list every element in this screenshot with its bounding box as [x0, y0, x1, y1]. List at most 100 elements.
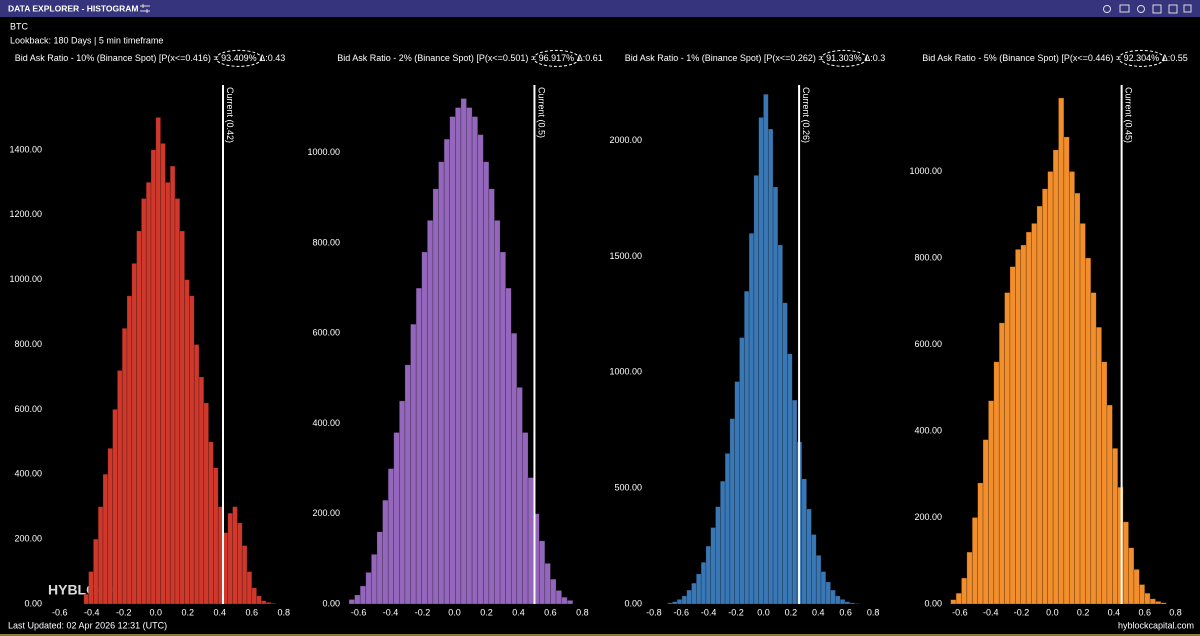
bar — [686, 589, 692, 605]
bar — [466, 107, 473, 605]
probability: 92.304% — [1124, 53, 1160, 63]
bar — [767, 128, 774, 605]
bar — [1031, 223, 1038, 605]
refresh-icon[interactable] — [1103, 5, 1111, 13]
y-tick-label: 800.00 — [312, 237, 340, 247]
bar — [189, 295, 195, 605]
y-tick-label: 0.00 — [24, 598, 42, 608]
y-tick-label: 1000.00 — [909, 166, 942, 176]
bar — [443, 138, 451, 605]
bar — [237, 522, 243, 605]
x-tick-label: 0.8 — [278, 607, 291, 617]
bar — [155, 117, 161, 605]
bar — [729, 418, 735, 605]
x-tick-label: 0.2 — [182, 607, 195, 617]
chart-title: Bid Ask Ratio - 2% (Binance Spot) [P(x<=… — [337, 53, 602, 63]
title-text: Bid Ask Ratio - 10% (Binance Spot) [P(x<… — [15, 53, 219, 63]
expand-icon[interactable] — [1183, 4, 1192, 13]
settings-icon[interactable] — [140, 4, 150, 13]
bar — [438, 161, 445, 605]
x-tick-label: 0.0 — [1046, 607, 1059, 617]
bar — [555, 590, 562, 605]
bar — [232, 506, 238, 605]
delta: Δ:0.61 — [577, 53, 603, 63]
x-tick-label: -0.4 — [983, 607, 999, 617]
camera-icon[interactable] — [1119, 4, 1130, 13]
bar — [839, 599, 846, 605]
bar — [107, 447, 113, 605]
y-tick-label: 200.00 — [914, 512, 942, 522]
bar — [160, 143, 166, 605]
probability-highlight — [215, 49, 263, 67]
bar — [1079, 223, 1086, 605]
current-label: Current (0.42) — [225, 87, 235, 143]
save-icon[interactable] — [1152, 4, 1162, 14]
bar — [758, 117, 764, 605]
bar — [1025, 231, 1032, 605]
export-icon[interactable] — [1168, 4, 1178, 14]
bar — [667, 602, 673, 605]
bar — [1160, 602, 1167, 605]
chart-title: Bid Ask Ratio - 5% (Binance Spot) [P(x<=… — [922, 53, 1187, 63]
bar — [1052, 149, 1059, 605]
bar — [763, 93, 769, 605]
x-tick-label: 0.0 — [757, 607, 770, 617]
bar — [806, 508, 812, 605]
probability-highlight — [533, 49, 580, 67]
x-tick-label: 0.2 — [480, 607, 493, 617]
bar — [213, 467, 219, 605]
bar — [410, 323, 417, 605]
bar — [404, 364, 411, 605]
toolbar-icons[interactable] — [140, 4, 1192, 14]
bar — [83, 593, 89, 605]
bar — [772, 186, 779, 605]
bar — [1112, 447, 1119, 605]
bar — [820, 571, 827, 605]
x-tick-label: -0.6 — [673, 607, 689, 617]
bar — [1009, 266, 1016, 605]
y-tick-label: 1400.00 — [9, 144, 42, 154]
bar — [739, 337, 745, 605]
bar — [753, 175, 759, 605]
chart-title: Bid Ask Ratio - 1% (Binance Spot) [P(x<=… — [625, 53, 885, 63]
bar — [516, 387, 523, 605]
gear-icon[interactable] — [1137, 5, 1145, 13]
y-tick-label: 0.00 — [322, 598, 340, 608]
bar — [387, 468, 395, 605]
bar — [950, 599, 957, 605]
x-tick-label: -0.6 — [52, 607, 68, 617]
bar — [121, 327, 128, 605]
bar — [696, 573, 702, 605]
bar — [348, 599, 355, 605]
current-label: Current (0.5) — [536, 87, 546, 138]
asset: BTC — [10, 21, 29, 31]
bar — [261, 600, 267, 605]
bar — [1020, 244, 1027, 605]
bar — [982, 439, 989, 605]
x-tick-label: 0.6 — [246, 607, 259, 617]
window-title: DATA EXPLORER - HISTOGRAM — [8, 3, 139, 13]
bar — [748, 232, 755, 605]
bar — [482, 161, 490, 605]
bar — [1122, 521, 1129, 605]
y-tick-label: 0.00 — [624, 598, 642, 608]
bar — [844, 601, 851, 605]
bar — [1074, 192, 1081, 605]
bar — [371, 554, 378, 605]
bar — [145, 182, 152, 605]
bar — [1095, 326, 1102, 605]
bar — [382, 499, 389, 605]
bar — [1058, 97, 1065, 605]
probability: 96.917% — [539, 53, 575, 63]
x-tick-label: -0.6 — [952, 607, 968, 617]
bar — [977, 482, 984, 605]
x-tick-label: 0.8 — [576, 607, 589, 617]
bar — [460, 98, 467, 605]
bar — [208, 441, 214, 605]
title-text: Bid Ask Ratio - 2% (Binance Spot) [P(x<=… — [337, 53, 536, 63]
bar — [1144, 592, 1151, 605]
bar — [174, 198, 181, 605]
probability: 93.409% — [221, 53, 257, 63]
bar — [988, 400, 995, 605]
x-tick-label: -0.8 — [646, 607, 662, 617]
